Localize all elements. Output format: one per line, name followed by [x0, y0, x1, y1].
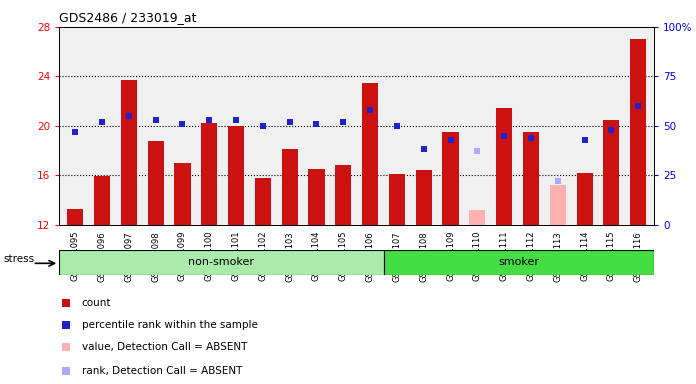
Bar	[603, 119, 619, 225]
Bar	[148, 141, 164, 225]
Bar	[255, 178, 271, 225]
Bar	[68, 209, 84, 225]
Bar	[121, 80, 137, 225]
Bar	[59, 250, 383, 275]
Bar	[383, 250, 654, 275]
Text: value, Detection Call = ABSENT: value, Detection Call = ABSENT	[81, 342, 247, 352]
Text: smoker: smoker	[498, 257, 539, 267]
Bar	[362, 83, 378, 225]
Bar	[469, 210, 485, 225]
Text: count: count	[81, 298, 111, 308]
Bar	[308, 169, 324, 225]
Text: GDS2486 / 233019_at: GDS2486 / 233019_at	[59, 11, 197, 24]
Bar	[94, 176, 110, 225]
Text: rank, Detection Call = ABSENT: rank, Detection Call = ABSENT	[81, 366, 242, 376]
Text: stress: stress	[3, 254, 34, 264]
Bar	[175, 163, 191, 225]
Bar	[335, 166, 351, 225]
Text: non-smoker: non-smoker	[189, 257, 255, 267]
Bar	[228, 126, 244, 225]
Bar	[496, 108, 512, 225]
Text: percentile rank within the sample: percentile rank within the sample	[81, 320, 258, 330]
Bar	[201, 123, 217, 225]
Bar	[416, 170, 432, 225]
Bar	[630, 39, 646, 225]
Bar	[282, 149, 298, 225]
Bar	[550, 185, 566, 225]
Bar	[523, 132, 539, 225]
Bar	[389, 174, 405, 225]
Bar	[576, 173, 592, 225]
Bar	[443, 132, 459, 225]
